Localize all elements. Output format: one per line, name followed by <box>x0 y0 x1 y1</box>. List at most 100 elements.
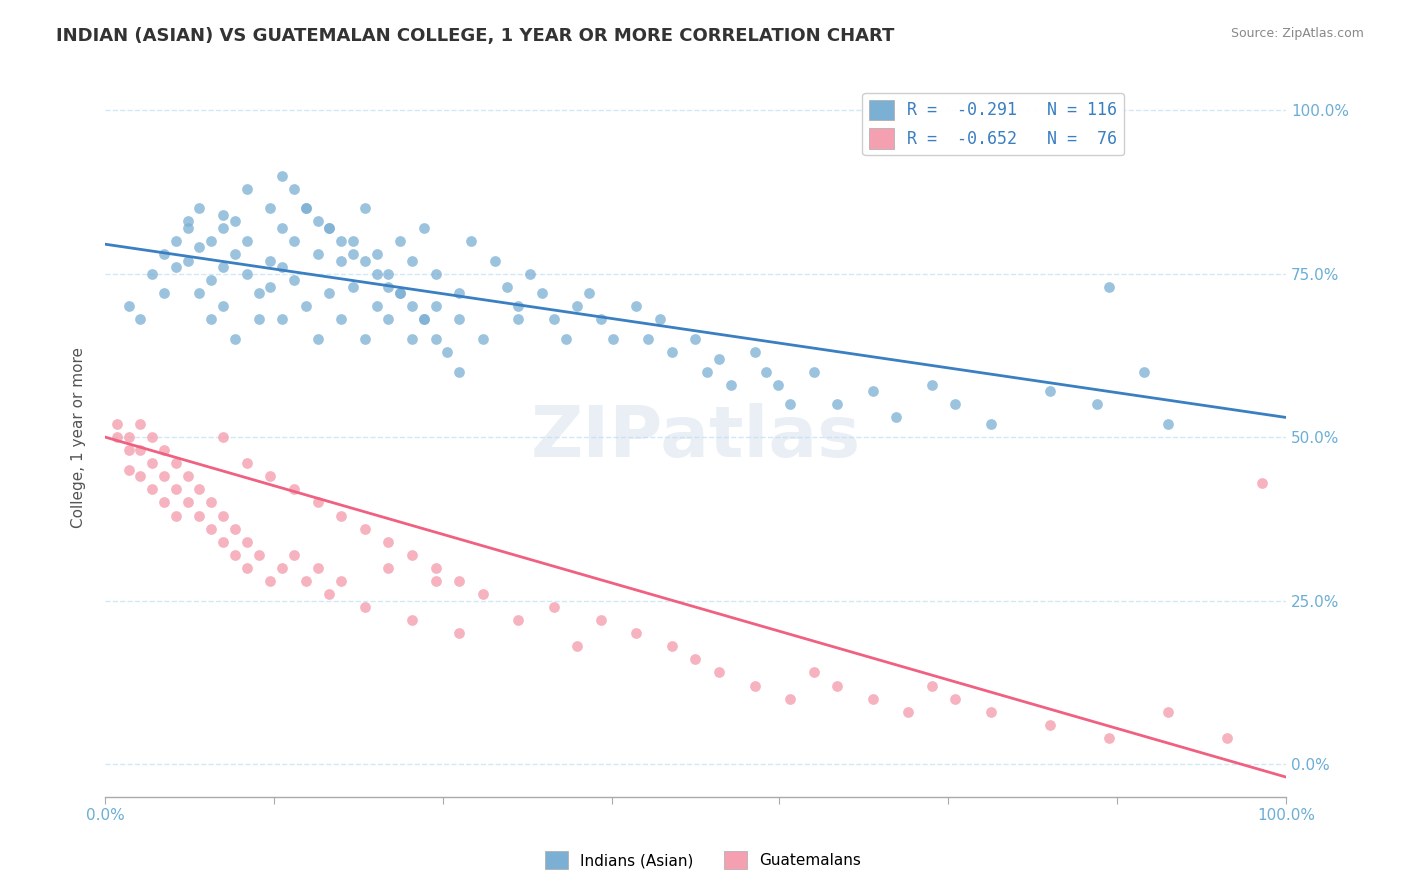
Point <box>176 495 198 509</box>
Text: INDIAN (ASIAN) VS GUATEMALAN COLLEGE, 1 YEAR OR MORE CORRELATION CHART: INDIAN (ASIAN) VS GUATEMALAN COLLEGE, 1 … <box>56 27 894 45</box>
Point <box>342 247 364 261</box>
Point <box>307 332 329 346</box>
Point <box>235 234 257 248</box>
Point <box>307 247 329 261</box>
Point <box>235 267 257 281</box>
Point <box>825 679 848 693</box>
Point <box>271 220 294 235</box>
Point <box>117 443 139 458</box>
Point <box>224 548 246 562</box>
Point <box>567 640 589 654</box>
Point <box>318 286 340 301</box>
Point <box>897 705 920 719</box>
Point <box>637 332 659 346</box>
Point <box>425 574 447 588</box>
Point <box>1039 718 1062 732</box>
Point <box>271 561 294 575</box>
Point <box>283 181 305 195</box>
Point <box>318 220 340 235</box>
Point <box>117 299 139 313</box>
Point <box>330 312 353 326</box>
Point <box>330 234 353 248</box>
Point <box>626 299 648 313</box>
Point <box>779 691 801 706</box>
Point <box>661 640 683 654</box>
Point <box>307 214 329 228</box>
Point <box>377 267 399 281</box>
Point <box>176 214 198 228</box>
Point <box>141 430 163 444</box>
Legend: Indians (Asian), Guatemalans: Indians (Asian), Guatemalans <box>538 845 868 875</box>
Point <box>471 332 494 346</box>
Point <box>589 613 612 627</box>
Point <box>921 679 943 693</box>
Point <box>1098 279 1121 293</box>
Point <box>366 247 388 261</box>
Point <box>342 234 364 248</box>
Point <box>141 456 163 470</box>
Point <box>1085 397 1108 411</box>
Point <box>294 201 316 215</box>
Point <box>401 299 423 313</box>
Point <box>200 234 222 248</box>
Point <box>176 220 198 235</box>
Point <box>224 332 246 346</box>
Point <box>176 469 198 483</box>
Point <box>235 534 257 549</box>
Point <box>661 345 683 359</box>
Point <box>943 397 966 411</box>
Point <box>259 201 281 215</box>
Point <box>212 430 235 444</box>
Point <box>1133 365 1156 379</box>
Point <box>449 626 471 640</box>
Point <box>294 201 316 215</box>
Point <box>401 613 423 627</box>
Point <box>1251 475 1274 490</box>
Point <box>1098 731 1121 745</box>
Point <box>425 299 447 313</box>
Point <box>862 691 884 706</box>
Point <box>543 600 565 615</box>
Point <box>165 483 187 497</box>
Point <box>377 534 399 549</box>
Point <box>247 286 270 301</box>
Point <box>307 561 329 575</box>
Point <box>141 483 163 497</box>
Point <box>766 377 789 392</box>
Point <box>401 548 423 562</box>
Point <box>318 587 340 601</box>
Point <box>212 508 235 523</box>
Point <box>543 312 565 326</box>
Point <box>602 332 624 346</box>
Point <box>212 260 235 274</box>
Point <box>567 299 589 313</box>
Point <box>377 561 399 575</box>
Point <box>449 574 471 588</box>
Point <box>212 299 235 313</box>
Point <box>412 312 434 326</box>
Point <box>862 384 884 399</box>
Point <box>980 705 1002 719</box>
Point <box>271 312 294 326</box>
Point <box>235 561 257 575</box>
Point <box>353 522 375 536</box>
Point <box>188 483 211 497</box>
Point <box>247 548 270 562</box>
Point <box>165 508 187 523</box>
Point <box>188 286 211 301</box>
Point <box>744 679 766 693</box>
Point <box>401 253 423 268</box>
Point <box>212 208 235 222</box>
Point <box>259 253 281 268</box>
Point <box>353 600 375 615</box>
Point <box>165 234 187 248</box>
Point <box>330 253 353 268</box>
Point <box>212 220 235 235</box>
Point <box>1216 731 1239 745</box>
Point <box>1039 384 1062 399</box>
Point <box>330 508 353 523</box>
Point <box>471 587 494 601</box>
Point <box>129 417 152 431</box>
Point <box>921 377 943 392</box>
Point <box>153 247 176 261</box>
